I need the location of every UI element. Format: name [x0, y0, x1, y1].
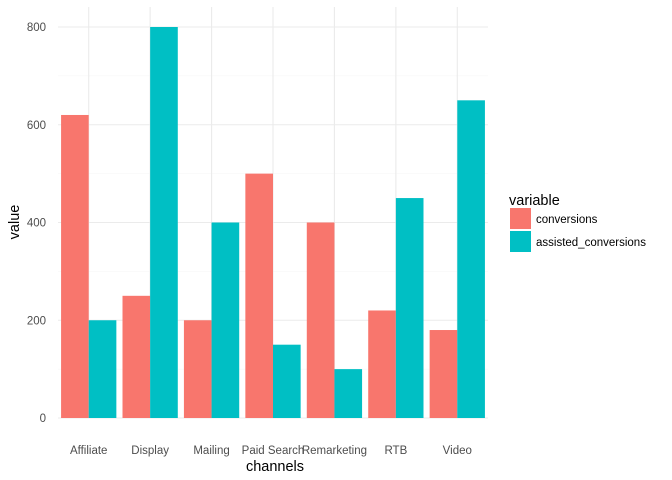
- x-tick-label: Display: [131, 445, 169, 457]
- x-axis-ticks: Affiliate Display Mailing Paid SearchRemark…: [70, 445, 472, 457]
- legend-label-assisted_conversions: assisted_conversions: [536, 237, 646, 249]
- bar-assisted_conversions-display: [150, 27, 178, 418]
- x-tick-label: Remarketing: [302, 445, 367, 457]
- legend-key-conversions: [510, 208, 531, 229]
- bar-conversions-paid-search: [245, 173, 273, 418]
- bar-conversions-mailing: [183, 320, 212, 418]
- bar-assisted_conversions-affiliate: [88, 320, 117, 418]
- x-tick-label: Video: [443, 445, 472, 457]
- y-tick-label: 600: [27, 120, 46, 132]
- x-tick-label: Mailing: [193, 445, 229, 457]
- bar-assisted_conversions-paid-search: [273, 344, 301, 418]
- x-tick-label: Paid Search: [242, 445, 305, 457]
- x-tick-label: RTB: [384, 445, 407, 457]
- y-tick-label: 800: [27, 22, 46, 34]
- y-tick-label: 400: [27, 218, 46, 230]
- bar-conversions-affiliate: [61, 114, 89, 418]
- legend-label-conversions: conversions: [536, 214, 598, 226]
- y-axis-ticks: 0 200 400 600 800: [27, 22, 46, 425]
- legend-key-assisted_conversions: [510, 231, 531, 252]
- bar-conversions-rtb: [368, 310, 396, 418]
- bar-conversions-display: [122, 295, 151, 418]
- legend: variable conversions assisted_conversions: [509, 193, 646, 252]
- bar-assisted_conversions-mailing: [211, 222, 240, 418]
- bar-conversions-video: [429, 330, 458, 418]
- bar-conversions-remarketing: [306, 222, 335, 418]
- y-tick-label: 0: [40, 413, 46, 425]
- bar-assisted_conversions-remarketing: [334, 369, 363, 418]
- legend-items: conversions assisted_conversions: [510, 208, 646, 252]
- x-tick-label: Affiliate: [70, 445, 108, 457]
- y-axis-title: value: [7, 205, 23, 240]
- legend-title: variable: [509, 193, 560, 209]
- bar-assisted_conversions-video: [457, 100, 485, 418]
- bar-assisted_conversions-rtb: [395, 198, 424, 418]
- y-tick-label: 200: [27, 315, 46, 327]
- bars: [61, 27, 485, 418]
- x-axis-title: channels: [246, 459, 304, 475]
